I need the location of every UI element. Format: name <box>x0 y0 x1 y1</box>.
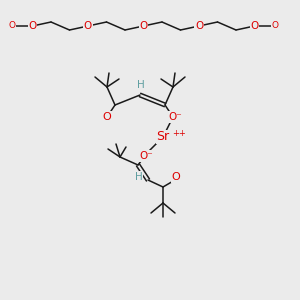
Text: O: O <box>172 172 180 182</box>
Text: O: O <box>140 21 148 31</box>
Text: O: O <box>272 22 278 31</box>
Text: H: H <box>135 172 143 182</box>
Text: ++: ++ <box>172 130 186 139</box>
Text: H: H <box>137 80 145 90</box>
Text: O: O <box>103 112 111 122</box>
Text: O: O <box>195 21 203 31</box>
Text: O⁻: O⁻ <box>139 151 153 161</box>
Text: Sr: Sr <box>156 130 170 143</box>
Text: O: O <box>28 21 37 31</box>
Text: O: O <box>84 21 92 31</box>
Text: O: O <box>8 22 16 31</box>
Text: O: O <box>250 21 259 31</box>
Text: O⁻: O⁻ <box>168 112 182 122</box>
